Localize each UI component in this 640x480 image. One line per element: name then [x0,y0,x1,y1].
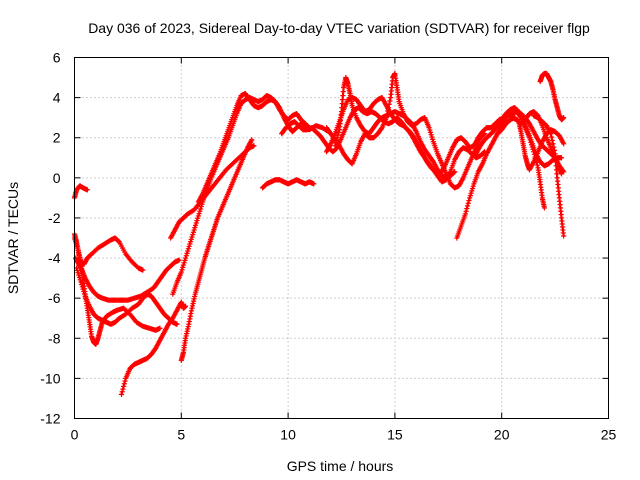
y-tick-label: -8 [48,330,61,346]
data-point [387,98,393,104]
data-point [119,389,125,395]
y-tick-label: 0 [53,170,61,186]
series-line [74,257,181,302]
data-point [186,243,192,249]
data-point [140,267,146,273]
data-point [190,229,197,235]
data-point [188,236,194,242]
data-point [251,143,257,149]
data-point [196,210,202,217]
data-point [195,213,201,219]
data-point [249,137,255,143]
data-point [466,197,472,204]
series-track-10 [195,91,313,205]
data-point [464,205,470,212]
data-point [185,246,192,252]
series-track-3 [71,231,163,347]
data-point [197,208,203,214]
data-point [76,272,82,278]
data-point [79,281,85,288]
data-point [197,206,204,212]
data-point [464,203,471,209]
data-point [192,222,199,228]
tick-layer: 0 5 10 15 20 25 -12 -10 -8 -6 -4 -2 0 2 4 6 [40,50,616,443]
data-point [81,288,87,295]
y-tick-label: -2 [48,210,61,226]
y-axis-label: SDTVAR / TECUs [5,182,21,294]
data-point [116,238,122,244]
data-point [187,241,193,247]
data-point [195,215,201,221]
data-point [182,257,188,263]
data-point [118,391,125,398]
x-tick-label: 5 [177,427,185,443]
series-track-1 [71,183,90,201]
data-point [187,239,194,245]
data-point [561,233,567,239]
data-point [199,201,205,207]
data-point [157,325,163,331]
y-tick-label: 6 [53,50,61,66]
y-tick-label: 4 [53,90,61,106]
data-point [191,227,197,233]
data-point [198,203,204,210]
data-point [182,255,189,261]
y-tick-label: -4 [48,250,61,266]
y-tick-label: -10 [40,370,60,386]
data-point [122,378,128,384]
x-tick-label: 15 [387,427,403,443]
data-point [174,321,180,327]
data-point [176,257,182,263]
data-point [75,270,81,276]
data-point [185,248,191,254]
x-tick-label: 0 [71,427,79,443]
data-point [190,232,196,238]
x-tick-label: 20 [494,427,510,443]
data-point [74,267,80,274]
y-tick-label: -12 [40,411,60,427]
series-track-8 [178,137,255,363]
data-point [194,218,200,224]
series-layer [71,70,567,398]
data-point [121,381,127,387]
data-point [183,253,189,259]
data-point [193,220,199,226]
data-point [184,250,190,256]
series-track-4 [72,255,182,303]
x-tick-label: 10 [280,427,296,443]
data-point [79,284,85,290]
data-point [463,208,469,214]
y-tick-label: 2 [53,130,61,146]
data-point [180,264,186,271]
data-point [81,291,88,297]
series-track-16 [454,107,548,241]
data-point [77,277,83,283]
y-tick-label: -6 [48,290,61,306]
series-track-11 [259,177,317,191]
data-point [84,187,90,193]
series-track-6 [118,299,189,398]
x-axis-label: GPS time / hours [287,458,394,474]
data-point [181,260,187,266]
data-point [80,286,86,292]
data-point [76,274,83,281]
data-point [78,279,84,285]
data-point [465,200,471,206]
x-tick-label: 25 [601,427,617,443]
data-point [180,262,187,268]
series-track-19 [537,70,567,123]
data-point [189,234,195,240]
series-line [180,138,253,362]
data-point [120,386,126,392]
data-point [179,267,185,273]
data-point [178,269,184,275]
data-point [192,225,198,231]
series-track-5 [74,265,180,327]
data-point [182,303,189,309]
chart-title: Day 036 of 2023, Sidereal Day-to-day VTE… [88,20,590,36]
data-point [121,383,127,390]
